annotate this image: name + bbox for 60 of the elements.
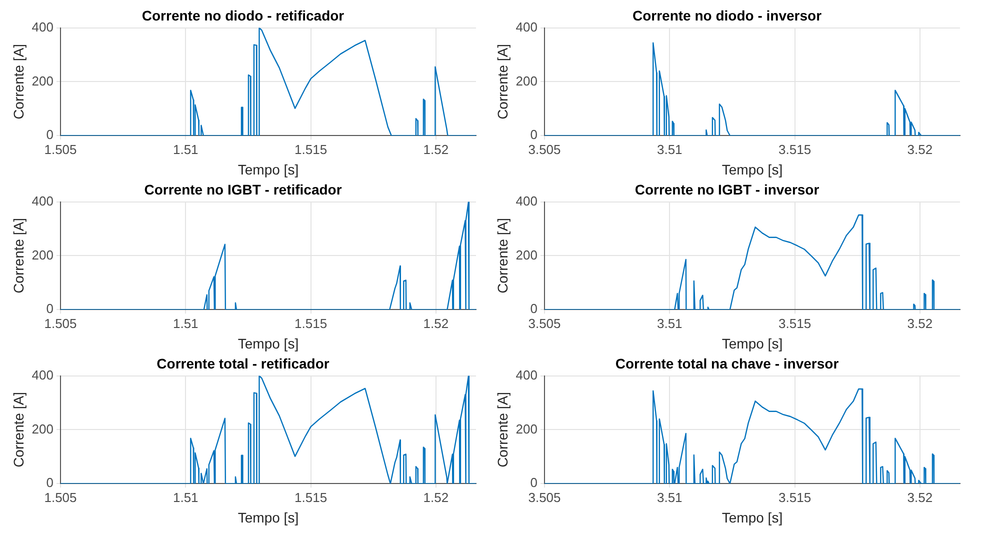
y-tick-label: 0 [46, 301, 54, 316]
x-axis-title: Tempo [s] [238, 161, 299, 178]
x-tick-label: 1.51 [172, 490, 198, 505]
x-axis-title: Tempo [s] [722, 335, 783, 352]
x-tick-label: 3.505 [528, 316, 561, 331]
x-tick-label: 1.51 [172, 142, 198, 157]
chart-title: Corrente no IGBT - retificador [144, 181, 342, 198]
y-axis-title: Corrente [A] [10, 392, 26, 468]
y-axis-title: Corrente [A] [10, 218, 26, 294]
chart-title: Corrente total na chave - inversor [615, 355, 840, 372]
y-axis-title: Corrente [A] [494, 392, 510, 468]
chart-title: Corrente total - retificador [156, 355, 330, 372]
y-tick-label: 0 [46, 475, 54, 490]
x-axis-title: Tempo [s] [238, 335, 299, 352]
x-tick-label: 1.515 [294, 316, 328, 331]
y-tick-label: 400 [32, 367, 54, 382]
y-tick-label: 400 [516, 193, 538, 208]
x-tick-label: 1.51 [172, 316, 198, 331]
chart-title: Corrente no diodo - inversor [632, 7, 822, 24]
x-tick-label: 1.505 [44, 142, 77, 157]
x-tick-label: 3.52 [907, 490, 933, 505]
x-tick-label: 1.515 [294, 142, 328, 157]
x-tick-label: 3.505 [528, 142, 561, 157]
y-tick-label: 400 [32, 193, 54, 208]
x-axis-title: Tempo [s] [238, 509, 299, 526]
y-axis-title: Corrente [A] [10, 44, 26, 120]
y-tick-label: 200 [516, 247, 538, 262]
x-tick-label: 3.51 [656, 142, 682, 157]
y-tick-label: 200 [516, 73, 538, 88]
x-tick-label: 1.52 [423, 316, 449, 331]
y-tick-label: 400 [516, 367, 538, 382]
x-tick-label: 1.515 [294, 490, 328, 505]
y-tick-label: 400 [32, 19, 54, 34]
x-tick-label: 3.515 [778, 316, 812, 331]
x-tick-label: 3.515 [778, 490, 812, 505]
y-tick-label: 0 [46, 127, 54, 142]
chart-title: Corrente no IGBT - inversor [634, 181, 820, 198]
x-tick-label: 1.505 [44, 490, 77, 505]
y-tick-label: 0 [530, 301, 538, 316]
x-tick-label: 3.51 [656, 316, 682, 331]
y-tick-label: 0 [530, 127, 538, 142]
x-tick-label: 3.52 [907, 316, 933, 331]
y-tick-label: 200 [516, 421, 538, 436]
x-tick-label: 1.52 [423, 490, 449, 505]
x-tick-label: 1.52 [423, 142, 449, 157]
x-axis-title: Tempo [s] [722, 509, 783, 526]
x-tick-label: 3.51 [656, 490, 682, 505]
y-tick-label: 200 [32, 247, 54, 262]
chart-title: Corrente no diodo - retificador [142, 7, 345, 24]
x-axis-title: Tempo [s] [722, 161, 783, 178]
y-axis-title: Corrente [A] [494, 44, 510, 120]
y-axis-title: Corrente [A] [494, 218, 510, 294]
y-tick-label: 200 [32, 73, 54, 88]
x-tick-label: 1.505 [44, 316, 77, 331]
x-tick-label: 3.52 [907, 142, 933, 157]
y-tick-label: 200 [32, 421, 54, 436]
y-tick-label: 400 [516, 19, 538, 34]
y-tick-label: 0 [530, 475, 538, 490]
x-tick-label: 3.515 [778, 142, 812, 157]
x-tick-label: 3.505 [528, 490, 561, 505]
